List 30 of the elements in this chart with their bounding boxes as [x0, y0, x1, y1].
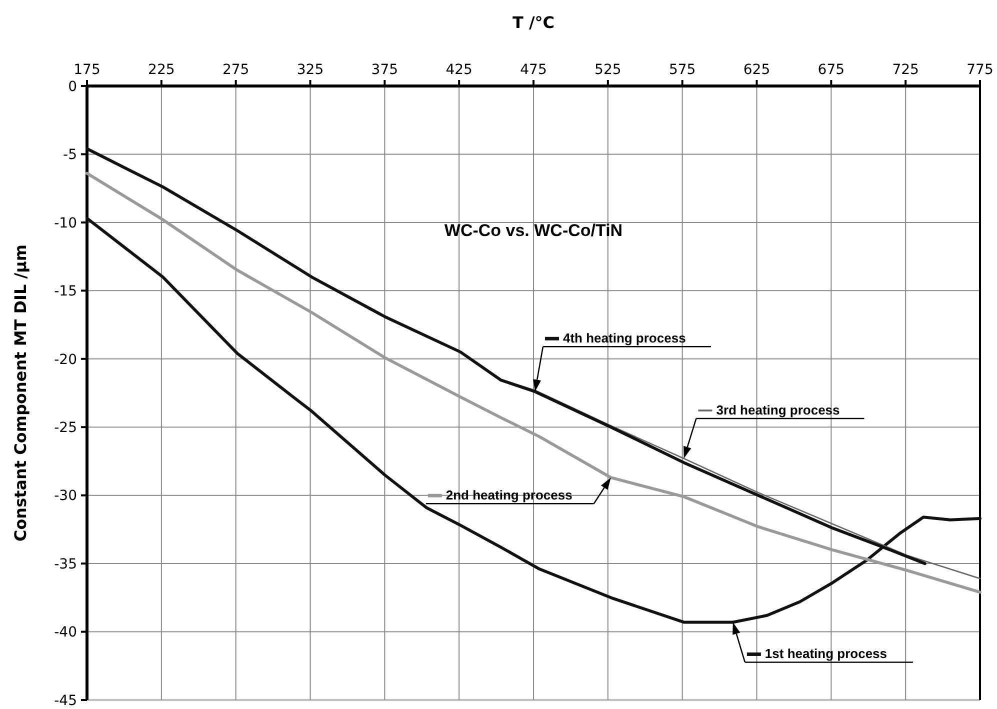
- y-tick-label: -15: [54, 284, 77, 300]
- legend-label: 3rd heating process: [716, 402, 840, 418]
- x-tick-label: 625: [743, 62, 770, 78]
- x-tick-label: 475: [520, 62, 547, 78]
- y-tick-label: -45: [54, 692, 77, 709]
- y-tick-label: -25: [54, 420, 77, 436]
- y-axis-title: Constant Component MT DIL /μm: [11, 244, 30, 542]
- legend-label: 2nd heating process: [446, 488, 572, 503]
- x-tick-label: 675: [818, 62, 845, 78]
- y-tick-label: 0: [68, 78, 77, 95]
- x-tick-label: 525: [594, 62, 622, 78]
- legend-label: 1st heating process: [764, 646, 888, 662]
- x-tick-label: 725: [892, 62, 919, 78]
- text: WC-Co vs. WC-Co/TiN: [444, 221, 623, 240]
- x-tick-label: 225: [148, 62, 175, 78]
- x-tick-label: 425: [446, 62, 472, 78]
- x-axis-title: T /°C: [512, 13, 555, 32]
- y-tick-label: -30: [54, 488, 77, 504]
- y-tick-label: -10: [54, 215, 77, 232]
- x-tick-label: 375: [371, 62, 398, 78]
- x-tick-label: 275: [222, 62, 250, 78]
- y-tick-label: -20: [54, 352, 77, 368]
- x-tick-label: 325: [296, 62, 324, 78]
- x-tick-label: 575: [668, 62, 696, 78]
- y-tick-label: -5: [63, 147, 77, 164]
- legend-label: 4th heating process: [562, 330, 686, 346]
- y-tick-label: -35: [54, 556, 77, 572]
- y-tick-label: -40: [54, 624, 77, 641]
- x-tick-label: 175: [74, 62, 100, 78]
- x-tick-label: 775: [966, 62, 994, 78]
